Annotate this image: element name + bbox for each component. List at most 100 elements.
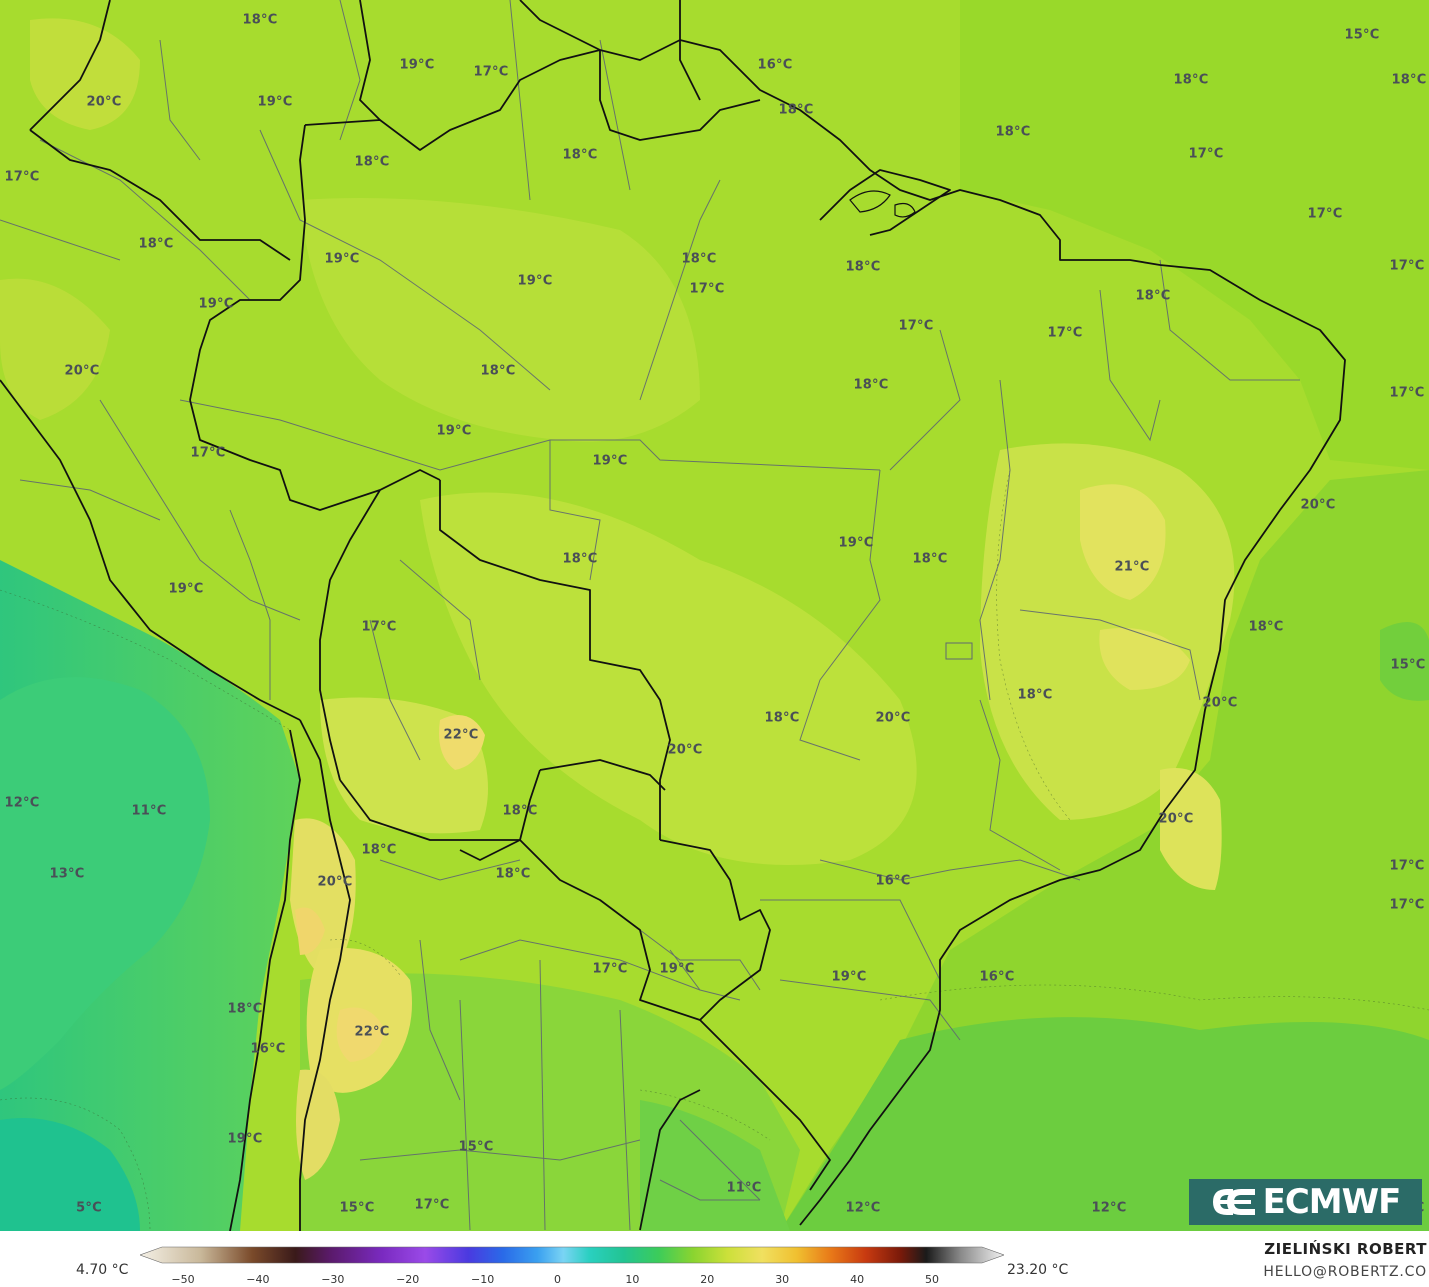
temperature-label: 12°C bbox=[4, 795, 40, 811]
temperature-label: 17°C bbox=[1389, 258, 1425, 274]
temperature-label: 19°C bbox=[257, 94, 293, 110]
temperature-label: 11°C bbox=[131, 803, 167, 819]
temperature-label: 18°C bbox=[354, 154, 390, 170]
temperature-label: 16°C bbox=[757, 57, 793, 73]
temperature-label: 13°C bbox=[49, 866, 85, 882]
temperature-label: 18°C bbox=[1173, 72, 1209, 88]
temperature-label: 18°C bbox=[227, 1001, 263, 1017]
temperature-label: 20°C bbox=[875, 710, 911, 726]
author-email: HELLO@ROBERTZ.CO bbox=[1263, 1264, 1427, 1280]
contour-lines bbox=[0, 469, 1429, 1231]
hot-spot-22b bbox=[336, 1007, 385, 1062]
temperature-label: 18°C bbox=[845, 259, 881, 275]
temperature-label: 19°C bbox=[659, 961, 695, 977]
temperature-label: 20°C bbox=[667, 742, 703, 758]
temperature-label: 19°C bbox=[198, 296, 234, 312]
temperature-label: 17°C bbox=[592, 961, 628, 977]
temperature-label: 17°C bbox=[898, 318, 934, 334]
uruguay-cool bbox=[640, 1100, 790, 1231]
temperature-label: 18°C bbox=[562, 551, 598, 567]
temperature-label: 19°C bbox=[324, 251, 360, 267]
temperature-label: 20°C bbox=[1300, 497, 1336, 513]
hot-spot-22a bbox=[439, 715, 485, 770]
temperature-label: 21°C bbox=[1114, 559, 1150, 575]
temperature-label: 5°C bbox=[76, 1200, 102, 1216]
temperature-label: 20°C bbox=[317, 874, 353, 890]
country-boundaries bbox=[0, 0, 1346, 1231]
andes-warm-strip-3 bbox=[296, 1069, 340, 1180]
amazon-warm bbox=[300, 198, 700, 442]
temperature-label: 18°C bbox=[778, 102, 814, 118]
temperature-label: 18°C bbox=[912, 551, 948, 567]
colorbar-tick-label: −40 bbox=[246, 1273, 270, 1286]
temperature-label: 20°C bbox=[1202, 695, 1238, 711]
pacific-cold-core bbox=[0, 677, 210, 1090]
temperature-label: 18°C bbox=[138, 236, 174, 252]
temperature-label: 19°C bbox=[436, 423, 472, 439]
temperature-label: 17°C bbox=[414, 1197, 450, 1213]
colombia-warm bbox=[0, 278, 110, 420]
colorbar-tick-label: −30 bbox=[321, 1273, 345, 1286]
east-ocean-cool-patch bbox=[1380, 622, 1429, 701]
temperature-label: 20°C bbox=[64, 363, 100, 379]
temperature-label: 19°C bbox=[517, 273, 553, 289]
temperature-label: 22°C bbox=[443, 727, 479, 743]
temperature-label: 19°C bbox=[831, 969, 867, 985]
colorbar-tick-label: 50 bbox=[925, 1273, 939, 1286]
temperature-label: 17°C bbox=[473, 64, 509, 80]
ecmwf-logo: ECMWF bbox=[1189, 1179, 1422, 1225]
temperature-label: 16°C bbox=[250, 1041, 286, 1057]
temperature-label: 18°C bbox=[995, 124, 1031, 140]
temperature-label: 17°C bbox=[1389, 858, 1425, 874]
central-warm bbox=[420, 492, 917, 865]
temperature-label: 18°C bbox=[1135, 288, 1171, 304]
temperature-label: 18°C bbox=[764, 710, 800, 726]
atlantic-north-field bbox=[960, 0, 1429, 470]
temperature-label: 18°C bbox=[495, 866, 531, 882]
temperature-label: 17°C bbox=[1307, 206, 1343, 222]
temperature-label: 20°C bbox=[86, 94, 122, 110]
legend-min-label: 4.70 °C bbox=[76, 1262, 129, 1278]
coast-warm-strip bbox=[1160, 768, 1222, 890]
delta-islands bbox=[849, 190, 916, 218]
temperature-label: 17°C bbox=[1047, 325, 1083, 341]
temperature-label: 19°C bbox=[227, 1131, 263, 1147]
temperature-label: 18°C bbox=[480, 363, 516, 379]
colorbar-tick-label: −10 bbox=[470, 1273, 495, 1286]
atlantic-south-cool bbox=[780, 1017, 1429, 1231]
colorbar-tick-label: 20 bbox=[700, 1273, 715, 1286]
temperature-label: 18°C bbox=[361, 842, 397, 858]
temperature-map: 18°C 19°C 17°C 16°C 15°C 18°C 18°C 20°C 19°C 18°C… bbox=[0, 0, 1429, 1231]
hot-spot-20 bbox=[295, 907, 325, 955]
temperature-label: 17°C bbox=[190, 445, 226, 461]
temperature-label: 15°C bbox=[339, 1200, 375, 1216]
temperature-label: 18°C bbox=[502, 803, 538, 819]
colorbar bbox=[140, 1246, 1004, 1264]
temperature-label: 18°C bbox=[1391, 72, 1427, 88]
colorbar-tick-label: 0 bbox=[554, 1273, 561, 1286]
temperature-label: 18°C bbox=[562, 147, 598, 163]
temperature-label: 17°C bbox=[1188, 146, 1224, 162]
temperature-label: 15°C bbox=[1344, 27, 1380, 43]
ecmwf-logo-text: ECMWF bbox=[1262, 1182, 1402, 1222]
temperature-label: 18°C bbox=[242, 12, 278, 28]
colorbar-tick-label: 30 bbox=[775, 1273, 790, 1286]
temperature-label: 18°C bbox=[853, 377, 889, 393]
lake-marker bbox=[945, 642, 973, 660]
temperature-label: 19°C bbox=[399, 57, 435, 73]
temperature-label: 17°C bbox=[1389, 385, 1425, 401]
temperature-label: 18°C bbox=[681, 251, 717, 267]
author-name: ZIELIŃSKI ROBERT bbox=[1264, 1240, 1427, 1258]
legend-max-label: 23.20 °C bbox=[1007, 1262, 1069, 1278]
ecmwf-logo-icon bbox=[1212, 1189, 1255, 1215]
colorbar-tick-label: 40 bbox=[850, 1273, 865, 1286]
temperature-label: 11°C bbox=[726, 1180, 762, 1196]
temperature-label: 17°C bbox=[1389, 897, 1425, 913]
bahia-hot bbox=[1080, 484, 1166, 600]
temperature-label: 18°C bbox=[1248, 619, 1284, 635]
temperature-label: 20°C bbox=[1158, 811, 1194, 827]
temperature-label: 15°C bbox=[1390, 657, 1426, 673]
temperature-label: 19°C bbox=[592, 453, 628, 469]
colorbar-tick-label: 10 bbox=[625, 1273, 640, 1286]
temperature-label: 19°C bbox=[838, 535, 874, 551]
